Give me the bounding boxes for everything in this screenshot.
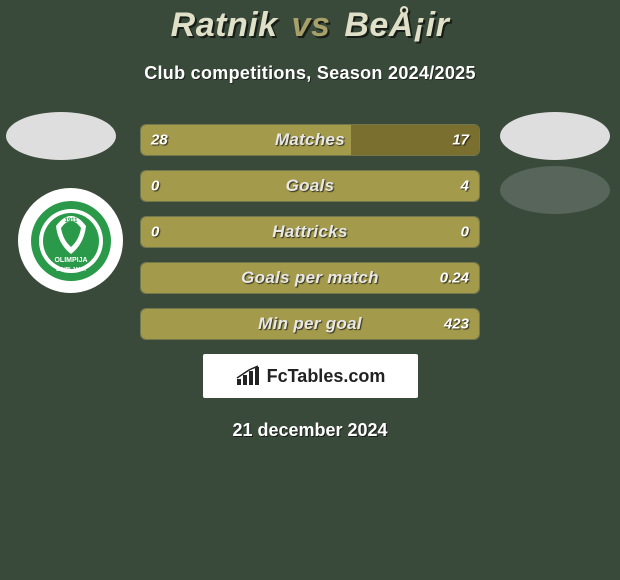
branding-text: FcTables.com xyxy=(267,366,386,387)
fctables-logo-icon xyxy=(235,365,261,387)
stat-value-right: 4 xyxy=(461,178,469,195)
stat-value-left: 0 xyxy=(151,224,159,241)
branding-badge[interactable]: FcTables.com xyxy=(203,354,418,398)
svg-text:OLIMPIJA: OLIMPIJA xyxy=(54,257,87,264)
stat-value-left: 28 xyxy=(151,132,168,149)
stats-area: 1911 OLIMPIJA LJUBLJANA Matches28 17 Goals… xyxy=(0,124,620,441)
stat-value-right: 17 xyxy=(452,132,469,149)
subtitle: Club competitions, Season 2024/2025 xyxy=(0,63,620,84)
player1-avatar-placeholder xyxy=(6,112,116,160)
player1-name: Ratnik xyxy=(171,6,278,44)
player2-club-placeholder xyxy=(500,166,610,214)
stat-label: Hattricks xyxy=(141,222,479,242)
stat-row: Hattricks0 0 xyxy=(140,216,480,248)
stat-label: Matches xyxy=(141,130,479,150)
vs-label: vs xyxy=(292,6,331,44)
stat-row: Goals0 4 xyxy=(140,170,480,202)
snapshot-date: 21 december 2024 xyxy=(0,420,620,441)
stat-label: Goals xyxy=(141,176,479,196)
title-row: Ratnik vs BeÅ¡ir xyxy=(0,0,620,45)
stat-value-left: 0 xyxy=(151,178,159,195)
svg-text:LJUBLJANA: LJUBLJANA xyxy=(56,267,86,273)
stat-label: Min per goal xyxy=(141,314,479,334)
comparison-widget: Ratnik vs BeÅ¡ir Club competitions, Seas… xyxy=(0,0,620,580)
stat-row: Matches28 17 xyxy=(140,124,480,156)
stat-value-right: 0 xyxy=(461,224,469,241)
player1-club-logo: 1911 OLIMPIJA LJUBLJANA xyxy=(18,188,123,293)
stat-label: Goals per match xyxy=(141,268,479,288)
player2-name: BeÅ¡ir xyxy=(344,6,449,44)
stat-value-right: 0.24 xyxy=(440,270,469,287)
stat-row: Goals per match0.24 xyxy=(140,262,480,294)
stat-row: Min per goal423 xyxy=(140,308,480,340)
svg-text:1911: 1911 xyxy=(64,218,78,224)
olimpija-logo-icon: 1911 OLIMPIJA LJUBLJANA xyxy=(26,196,116,286)
stat-rows: Matches2817Goals04Hattricks00Goals per m… xyxy=(140,124,480,340)
player2-avatar-placeholder xyxy=(500,112,610,160)
stat-value-right: 423 xyxy=(444,316,469,333)
